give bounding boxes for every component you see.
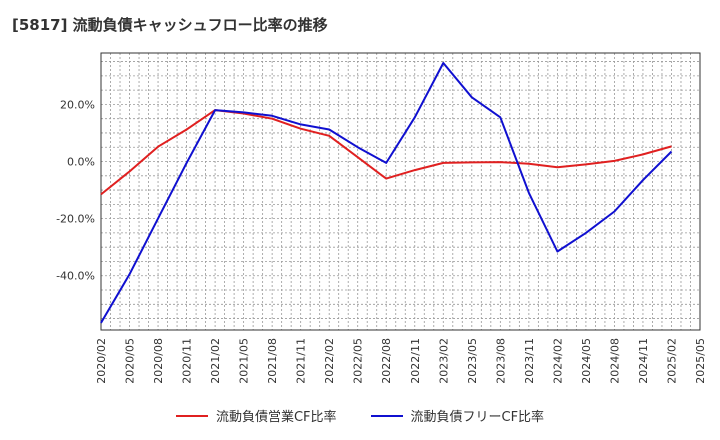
chart-legend: 流動負債営業CF比率 流動負債フリーCF比率 — [0, 406, 720, 425]
y-tick-label: -20.0% — [56, 213, 95, 226]
x-tick-label: 2021/11 — [295, 338, 308, 384]
x-tick-label: 2023/02 — [437, 338, 450, 384]
x-tick-label: 2025/05 — [694, 338, 707, 384]
x-tick-label: 2022/08 — [380, 338, 393, 384]
x-tick-label: 2021/05 — [238, 338, 251, 384]
x-tick-label: 2022/02 — [323, 338, 336, 384]
x-tick-label: 2022/11 — [409, 338, 422, 384]
y-tick-label: 20.0% — [60, 98, 95, 111]
legend-swatch-operating-cf — [175, 414, 208, 417]
x-tick-label: 2021/08 — [266, 338, 279, 384]
plot-border — [100, 52, 701, 331]
x-tick-label: 2020/11 — [181, 338, 194, 384]
y-tick-label: 0.0% — [67, 156, 95, 169]
legend-swatch-free-cf — [370, 414, 403, 417]
x-tick-label: 2024/05 — [580, 338, 593, 384]
legend-label-operating-cf: 流動負債営業CF比率 — [215, 410, 337, 425]
y-tick-label: -40.0% — [56, 270, 95, 283]
x-tick-label: 2023/05 — [466, 338, 479, 384]
legend-item-free-cf: 流動負債フリーCF比率 — [370, 406, 545, 425]
x-tick-label: 2020/05 — [124, 338, 137, 384]
x-tick-label: 2020/02 — [95, 338, 108, 384]
legend-item-operating-cf: 流動負債営業CF比率 — [175, 406, 337, 425]
x-tick-label: 2021/02 — [209, 338, 222, 384]
x-tick-label: 2023/08 — [494, 338, 507, 384]
x-tick-label: 2025/02 — [665, 338, 678, 384]
plot-area — [101, 53, 700, 330]
x-tick-label: 2024/08 — [608, 338, 621, 384]
x-tick-label: 2023/11 — [523, 338, 536, 384]
x-tick-label: 2024/11 — [637, 338, 650, 384]
x-tick-label: 2022/05 — [352, 338, 365, 384]
chart-title: [5817] 流動負債キャッシュフロー比率の推移 — [12, 16, 328, 34]
x-tick-label: 2020/08 — [152, 338, 165, 384]
legend-label-free-cf: 流動負債フリーCF比率 — [410, 410, 545, 425]
x-tick-label: 2024/02 — [551, 338, 564, 384]
